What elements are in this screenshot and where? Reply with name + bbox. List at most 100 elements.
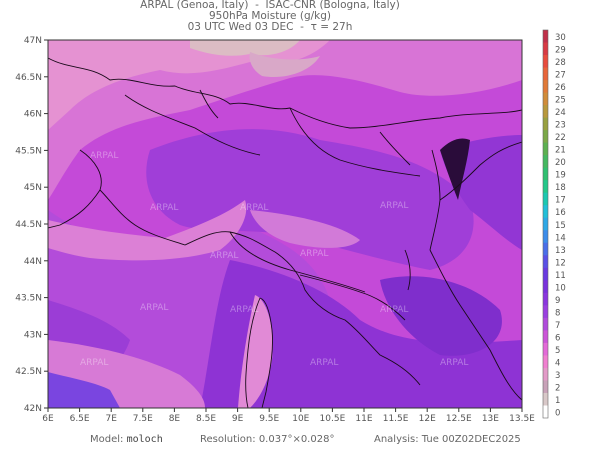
lon-tick-label: 6E <box>42 414 54 424</box>
colorbar-label: 6 <box>555 333 560 343</box>
lat-tick-label: 46.5N <box>15 73 42 83</box>
lat-tick-label: 43.5N <box>15 294 42 304</box>
colorbar-label: 30 <box>555 33 566 43</box>
colorbar-swatch <box>543 180 548 194</box>
colorbar-swatch <box>543 342 548 356</box>
model-label: Model: <box>90 434 124 445</box>
latitude-axis: 47N 46.5N 46N 45.5N 45N 44.5N 44N 43.5N 43N 42.5N… <box>15 36 48 414</box>
watermark-text: ARPAL <box>310 358 338 368</box>
lon-tick-label: 13.5E <box>509 414 535 424</box>
colorbar-swatch <box>543 42 548 56</box>
lat-tick-label: 43N <box>24 330 42 340</box>
watermark-text: ARPAL <box>440 358 468 368</box>
watermark-text: ARPAL <box>90 151 118 161</box>
colorbar-label: 19 <box>555 171 566 181</box>
colorbar-swatch <box>543 355 548 369</box>
lon-tick-label: 6.5E <box>70 414 90 424</box>
lon-tick-label: 10.5E <box>320 414 346 424</box>
watermark-text: ARPAL <box>230 305 258 315</box>
colorbar-swatch <box>543 192 548 206</box>
lat-tick-label: 46N <box>24 110 42 120</box>
colorbar-label: 1 <box>555 396 560 406</box>
colorbar-swatch <box>543 142 548 156</box>
colorbar-label: 8 <box>555 308 560 318</box>
header-line-1: ARPAL (Genoa, Italy) - ISAC-CNR (Bologna… <box>140 0 400 11</box>
watermark-text: ARPAL <box>300 249 328 259</box>
lon-tick-label: 12E <box>419 414 436 424</box>
colorbar-label: 24 <box>555 108 566 118</box>
lon-tick-label: 9.5E <box>259 414 279 424</box>
colorbar-label: 10 <box>555 283 566 293</box>
watermark-text: ARPAL <box>380 305 408 315</box>
colorbar-label: 0 <box>555 408 560 418</box>
colorbar-label: 18 <box>555 183 566 193</box>
colorbar-swatch <box>543 167 548 181</box>
colorbar-label: 23 <box>555 121 566 131</box>
colorbar-swatch <box>543 205 548 219</box>
colorbar-label: 27 <box>555 71 566 81</box>
lon-tick-label: 13E <box>482 414 499 424</box>
colorbar-swatch <box>543 280 548 294</box>
colorbar-swatch <box>543 392 548 406</box>
colorbar-swatch <box>543 242 548 256</box>
colorbar-swatch <box>543 255 548 269</box>
colorbar-label: 25 <box>555 96 566 106</box>
colorbar-swatch <box>543 67 548 81</box>
colorbar-swatch <box>543 380 548 394</box>
colorbar-frame <box>542 29 549 419</box>
footer-analysis: Analysis: Tue 00Z02DEC2025 <box>374 434 521 445</box>
colorbar-swatch <box>543 130 548 144</box>
colorbar-swatch <box>543 30 548 44</box>
header-line-2: 950hPa Moisture (g/kg) <box>209 10 331 22</box>
colorbar-swatch <box>543 105 548 119</box>
lat-tick-label: 44N <box>24 257 42 267</box>
lon-tick-label: 8E <box>169 414 181 424</box>
colorbar-label: 17 <box>555 196 566 206</box>
colorbar-swatch <box>543 55 548 69</box>
colorbar-swatch <box>543 155 548 169</box>
colorbar-swatch <box>543 405 548 419</box>
footer: Model: moloch <box>90 434 163 445</box>
lat-tick-label: 42N <box>24 404 42 414</box>
resolution-label: Resolution: <box>200 434 256 445</box>
lon-tick-label: 12.5E <box>446 414 472 424</box>
colorbar-label: 4 <box>555 358 560 368</box>
colorbar-swatch <box>543 80 548 94</box>
lat-tick-label: 42.5N <box>15 367 42 377</box>
resolution-value: 0.037°×0.028° <box>258 434 335 445</box>
colorbar-label: 5 <box>555 346 560 356</box>
field-layer <box>48 40 522 408</box>
lon-tick-label: 9E <box>232 414 244 424</box>
lon-tick-label: 7.5E <box>133 414 153 424</box>
longitude-axis: 6E 6.5E 7E 7.5E 8E 8.5E 9E 9.5E 10E 10.5E 11E 11.5E… <box>42 408 535 424</box>
lat-tick-label: 45.5N <box>15 146 42 156</box>
watermark-text: ARPAL <box>380 201 408 211</box>
analysis-value: Tue 00Z02DEC2025 <box>421 434 521 445</box>
colorbar-label: 15 <box>555 221 566 231</box>
colorbar-swatch <box>543 117 548 131</box>
watermark-text: ARPAL <box>140 303 168 313</box>
colorbar-label: 20 <box>555 158 566 168</box>
colorbar-label: 2 <box>555 383 560 393</box>
colorbar-label: 12 <box>555 258 566 268</box>
colorbar-label: 3 <box>555 371 560 381</box>
lon-tick-label: 8.5E <box>196 414 216 424</box>
colorbar-swatch <box>543 317 548 331</box>
colorbar-label: 29 <box>555 46 566 56</box>
colorbar-label: 28 <box>555 58 566 68</box>
colorbar-swatch <box>543 267 548 281</box>
watermark-text: ARPAL <box>150 203 178 213</box>
lon-tick-label: 11E <box>355 414 372 424</box>
analysis-label: Analysis: <box>374 434 419 445</box>
colorbar-label: 22 <box>555 133 566 143</box>
colorbar-swatch <box>543 367 548 381</box>
watermark-group: ARPAL ARPAL ARPAL ARPAL ARPAL ARPAL ARPA… <box>80 151 468 368</box>
colorbar-label: 7 <box>555 321 560 331</box>
footer-resolution: Resolution: 0.037°×0.028° <box>200 434 334 445</box>
lat-tick-label: 45N <box>24 183 42 193</box>
model-value: moloch <box>126 434 163 445</box>
lon-tick-label: 10E <box>292 414 309 424</box>
colorbar-label: 9 <box>555 296 560 306</box>
colorbar-label: 26 <box>555 83 566 93</box>
lon-tick-label: 7E <box>105 414 117 424</box>
